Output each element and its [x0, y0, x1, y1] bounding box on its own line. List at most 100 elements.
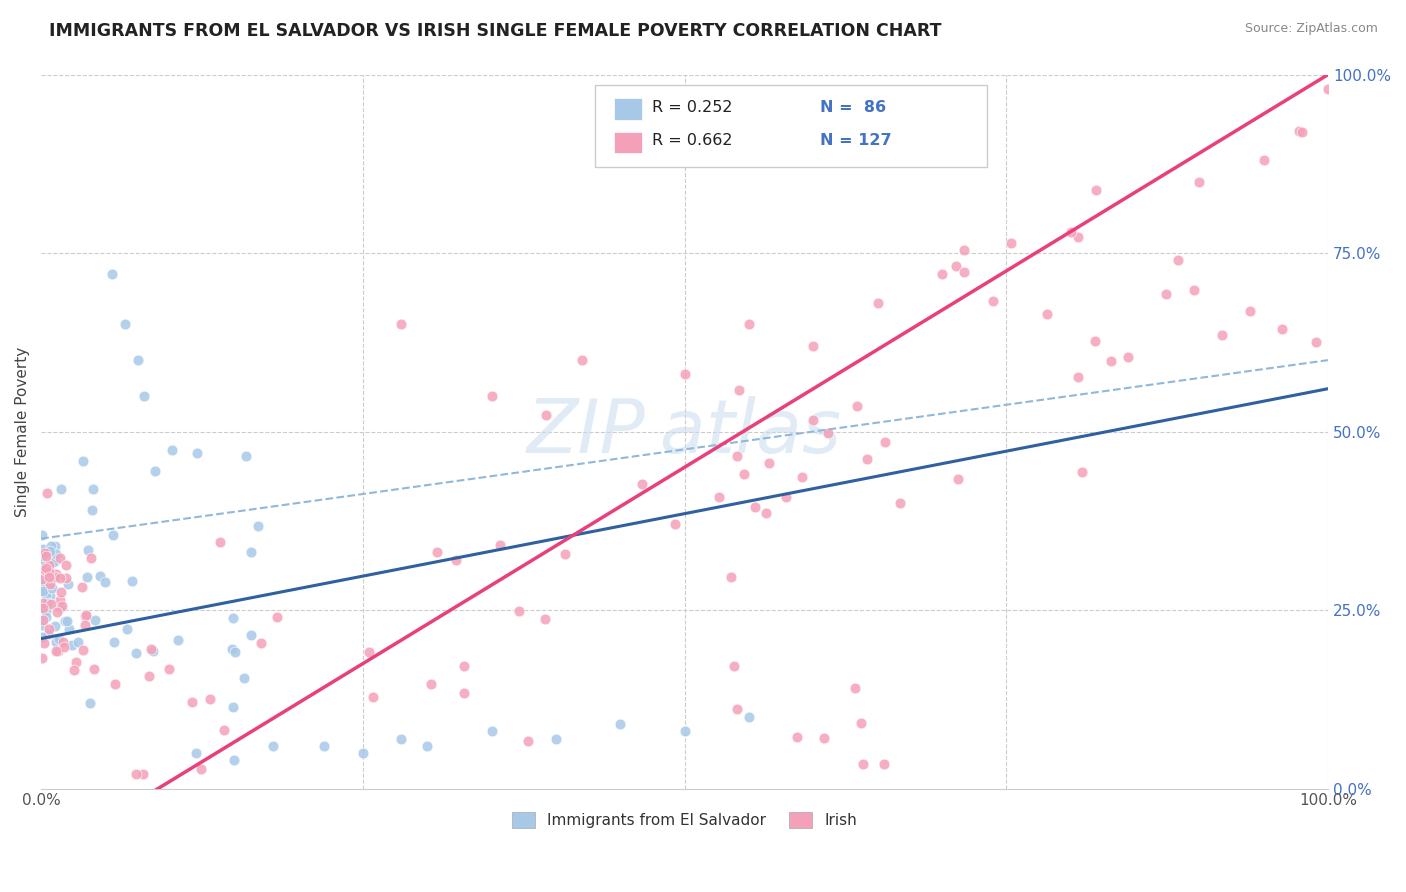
Point — [946, 472, 969, 486]
Point — [1060, 225, 1083, 239]
Point — [48, 644, 70, 658]
Point — [63, 663, 86, 677]
Point — [167, 632, 190, 647]
Point — [35, 604, 58, 618]
Point — [76, 569, 98, 583]
Point — [39, 597, 62, 611]
Point — [31, 630, 53, 644]
Point — [72, 454, 94, 468]
Point — [44, 539, 66, 553]
Point — [125, 646, 148, 660]
Point — [844, 681, 866, 696]
Point — [38, 623, 60, 637]
Point — [103, 677, 125, 691]
Point — [31, 584, 53, 599]
Point — [221, 641, 243, 656]
Point — [55, 615, 77, 629]
Point — [38, 566, 60, 580]
Point — [32, 561, 55, 575]
Point — [931, 268, 953, 282]
Point — [391, 731, 413, 746]
Point — [180, 695, 202, 709]
Point — [1067, 369, 1090, 384]
Point — [32, 601, 55, 615]
Point — [58, 577, 80, 591]
Point — [157, 662, 180, 676]
Point — [673, 724, 696, 739]
Point — [707, 491, 730, 505]
Point — [733, 467, 755, 481]
Point — [38, 570, 60, 584]
Text: N = 127: N = 127 — [820, 134, 891, 148]
Point — [32, 549, 55, 564]
Point — [945, 260, 967, 274]
Point — [1253, 153, 1275, 168]
Point — [1182, 283, 1205, 297]
Point — [571, 353, 593, 368]
Point — [609, 717, 631, 731]
Point — [534, 612, 557, 626]
Point — [101, 528, 124, 542]
Point — [352, 746, 374, 760]
Point — [60, 638, 83, 652]
Point — [103, 634, 125, 648]
Point — [34, 551, 56, 566]
Point — [758, 457, 780, 471]
Point — [1067, 230, 1090, 244]
Point — [240, 545, 263, 559]
Point — [873, 756, 896, 771]
Point — [856, 452, 879, 467]
Point — [873, 435, 896, 450]
Point — [554, 547, 576, 561]
FancyBboxPatch shape — [614, 132, 643, 153]
Point — [35, 549, 58, 563]
Point — [1288, 123, 1310, 137]
Point — [673, 368, 696, 382]
Point — [792, 470, 814, 484]
Point — [508, 604, 530, 618]
Point — [738, 710, 761, 724]
Point — [39, 576, 62, 591]
Point — [184, 746, 207, 760]
Point — [1188, 175, 1211, 189]
Point — [728, 384, 751, 398]
FancyBboxPatch shape — [595, 86, 987, 168]
Point — [222, 611, 245, 625]
Point — [65, 655, 87, 669]
Point — [44, 570, 66, 584]
Point — [44, 618, 66, 632]
Point — [517, 733, 540, 747]
Point — [53, 614, 76, 628]
FancyBboxPatch shape — [614, 98, 643, 120]
Text: R = 0.662: R = 0.662 — [652, 134, 733, 148]
Point — [76, 542, 98, 557]
Point — [45, 566, 67, 581]
Point — [953, 243, 976, 257]
Point — [94, 575, 117, 590]
Point — [35, 561, 58, 575]
Point — [31, 583, 53, 598]
Point — [32, 549, 55, 564]
Point — [631, 477, 654, 491]
Point — [1167, 253, 1189, 268]
Point — [70, 580, 93, 594]
Point — [416, 739, 439, 753]
Point — [1271, 321, 1294, 335]
Point — [44, 554, 66, 568]
Point — [32, 613, 55, 627]
Point — [1291, 125, 1313, 139]
Point — [190, 762, 212, 776]
Point — [1070, 466, 1092, 480]
Point — [420, 677, 443, 691]
Point — [720, 570, 742, 584]
Point — [45, 547, 67, 561]
Point — [1154, 287, 1177, 301]
Point — [186, 446, 208, 460]
Point — [738, 318, 761, 332]
Point — [51, 483, 73, 497]
Point — [981, 293, 1004, 308]
Point — [314, 739, 336, 753]
Point — [755, 506, 778, 520]
Point — [866, 296, 889, 310]
Point — [725, 702, 748, 716]
